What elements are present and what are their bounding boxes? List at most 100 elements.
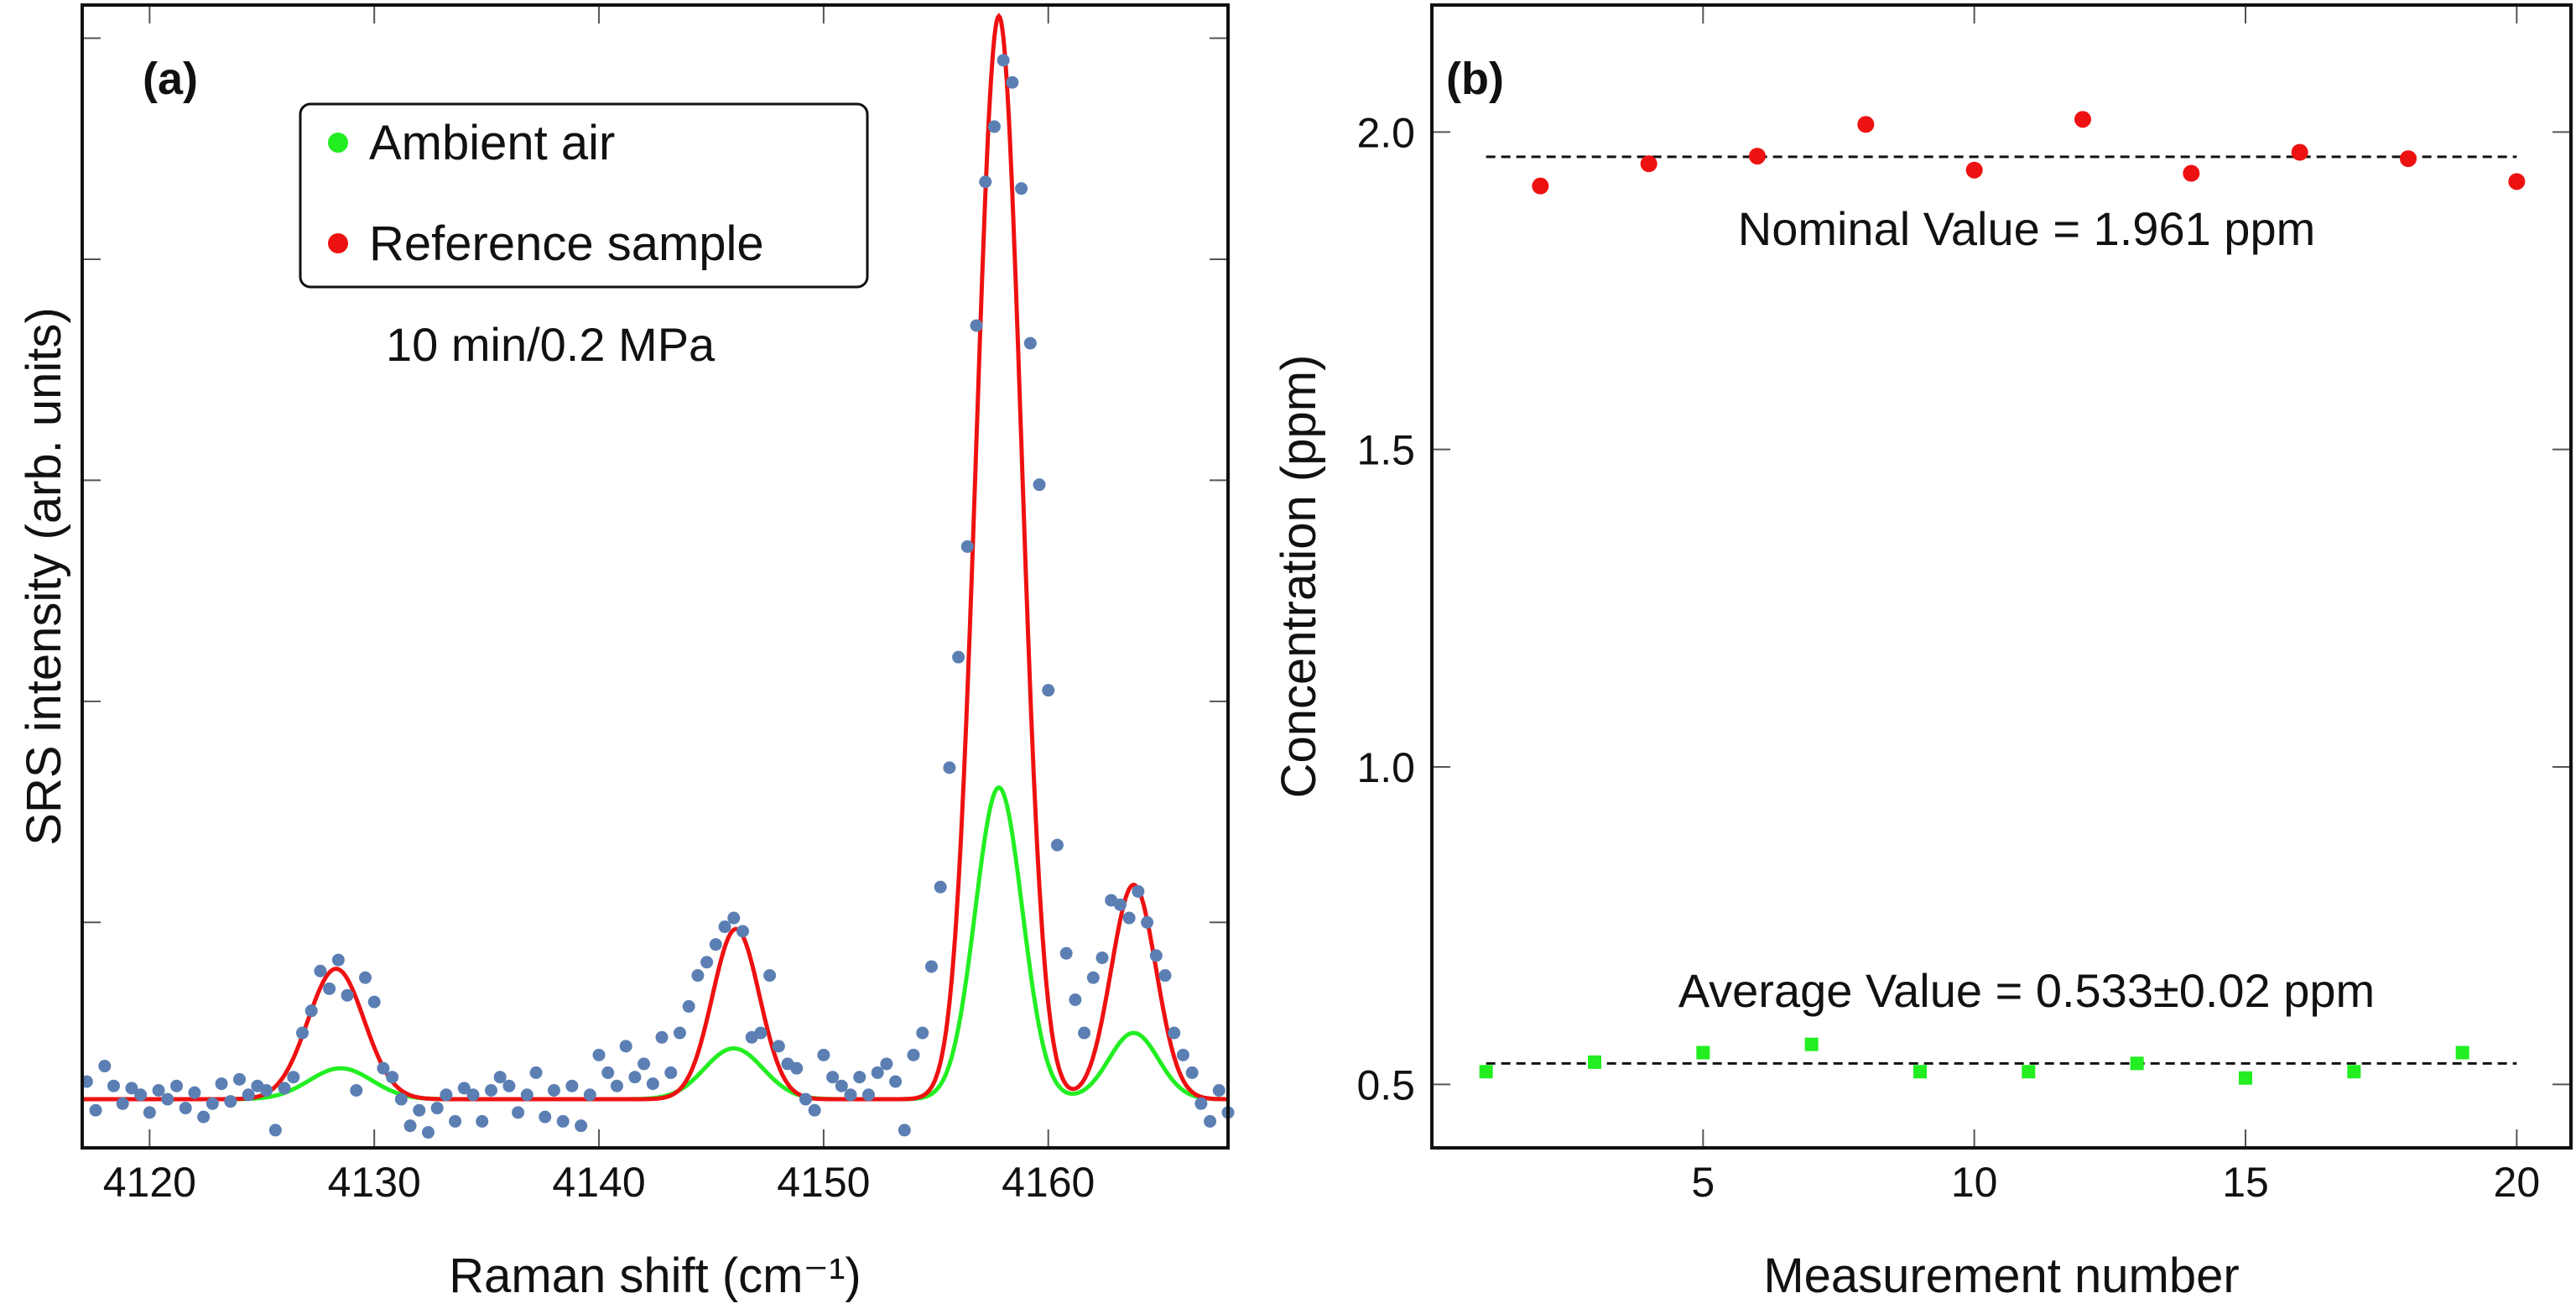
data-point [413, 1103, 426, 1117]
data-point [125, 1082, 138, 1095]
data-point [592, 1048, 606, 1061]
panel-a-frame [81, 3, 1230, 1150]
data-point [215, 1077, 228, 1091]
panel-a-ticks [82, 5, 1228, 1148]
data-point [673, 1026, 686, 1040]
x-tick-label-4130: 4130 [328, 1159, 421, 1206]
condition-annotation: 10 min/0.2 MPa [386, 318, 716, 371]
data-point [440, 1088, 453, 1102]
data-point [430, 1102, 444, 1115]
data-point [1185, 1066, 1199, 1079]
data-point [601, 1066, 615, 1079]
data-point [107, 1079, 120, 1092]
data-point [763, 969, 777, 983]
reference-sample-point [1532, 177, 1549, 195]
data-point [1168, 1026, 1181, 1040]
y-tick-label-1: 1.0 [1356, 744, 1415, 791]
data-point [772, 1040, 785, 1053]
data-point [502, 1079, 516, 1092]
legend-marker-ambient [328, 133, 348, 153]
data-point [979, 175, 992, 189]
data-point [134, 1088, 148, 1102]
data-point [1149, 949, 1163, 962]
panel-a-label: (a) [143, 54, 198, 104]
data-point [682, 999, 695, 1013]
data-point [619, 1040, 632, 1053]
data-point [655, 1030, 669, 1044]
panel-b-data-points [1479, 111, 2526, 1085]
y-tick-label-2: 1.5 [1356, 427, 1415, 474]
data-point [934, 880, 947, 894]
data-point [970, 319, 983, 332]
data-point [916, 1026, 929, 1040]
data-point [718, 920, 731, 934]
data-point [924, 960, 938, 973]
data-point [709, 938, 722, 952]
reference-sample-point [2291, 143, 2308, 161]
data-point [1204, 1114, 1217, 1128]
data-point [556, 1114, 570, 1128]
data-point [260, 1084, 273, 1098]
panel-b-label: (b) [1446, 54, 1504, 104]
ambient-air-point [1479, 1065, 1493, 1079]
data-point [700, 956, 714, 969]
data-point [565, 1079, 579, 1092]
panel-a-y-axis-title: SRS intensity (arb. units) [17, 307, 71, 845]
data-point [826, 1071, 840, 1084]
panel-b-x-axis-title: Measurement number [1763, 1249, 2239, 1303]
data-point [817, 1048, 830, 1061]
reference-sample-point [1640, 155, 1657, 173]
panel-b-y-tick-labels: 0.5 1.0 1.5 2.0 [1356, 109, 1415, 1108]
data-point [278, 1082, 291, 1095]
data-point [493, 1071, 507, 1084]
data-point [169, 1079, 183, 1092]
data-point [754, 1026, 768, 1040]
data-point [790, 1061, 804, 1075]
nominal-value-label: Nominal Value = 1.961 ppm [1738, 202, 2316, 255]
data-point [691, 969, 705, 983]
average-value-label: Average Value = 0.533±0.02 ppm [1678, 964, 2375, 1017]
data-point [358, 971, 372, 984]
data-point [242, 1088, 255, 1102]
data-point [331, 953, 345, 967]
data-point [287, 1071, 300, 1084]
data-point [664, 1066, 678, 1079]
x-tick-label-20: 20 [2494, 1159, 2541, 1206]
ambient-air-point [1913, 1065, 1927, 1079]
data-point [1158, 969, 1172, 983]
data-point [1122, 911, 1136, 925]
reference-sample-point [2074, 111, 2091, 128]
panel-a-x-tick-labels: 4120 4130 4140 4150 4160 [103, 1159, 1095, 1206]
data-point [394, 1092, 408, 1106]
legend: Ambient air Reference sample [299, 102, 869, 289]
reference-sample-point [2508, 173, 2526, 190]
data-point [736, 925, 749, 938]
panel-a: 4120 4130 4140 4150 4160 (a) Ambient air Ref… [17, 3, 1235, 1303]
x-tick-label-10: 10 [1951, 1159, 1998, 1206]
legend-label-reference: Reference sample [369, 216, 764, 271]
data-point [116, 1097, 129, 1110]
x-tick-label-4140: 4140 [552, 1159, 645, 1206]
data-point [1113, 898, 1127, 911]
data-point [853, 1071, 866, 1084]
data-point [539, 1110, 552, 1124]
data-point [610, 1079, 623, 1092]
data-point [520, 1088, 533, 1102]
data-point [512, 1106, 525, 1119]
data-point [637, 1057, 651, 1071]
data-point [808, 1103, 821, 1117]
data-point [1033, 478, 1046, 492]
data-point [1212, 1084, 1226, 1098]
legend-label-ambient: Ambient air [369, 116, 615, 170]
data-point [861, 1088, 875, 1102]
legend-box [299, 102, 869, 289]
data-point [1042, 684, 1055, 697]
data-point [943, 761, 956, 774]
x-tick-label-4160: 4160 [1002, 1159, 1095, 1206]
data-point [1095, 951, 1109, 964]
data-point [466, 1088, 480, 1102]
data-point [1078, 1026, 1091, 1040]
data-point [1059, 946, 1073, 960]
data-point [1015, 182, 1028, 196]
